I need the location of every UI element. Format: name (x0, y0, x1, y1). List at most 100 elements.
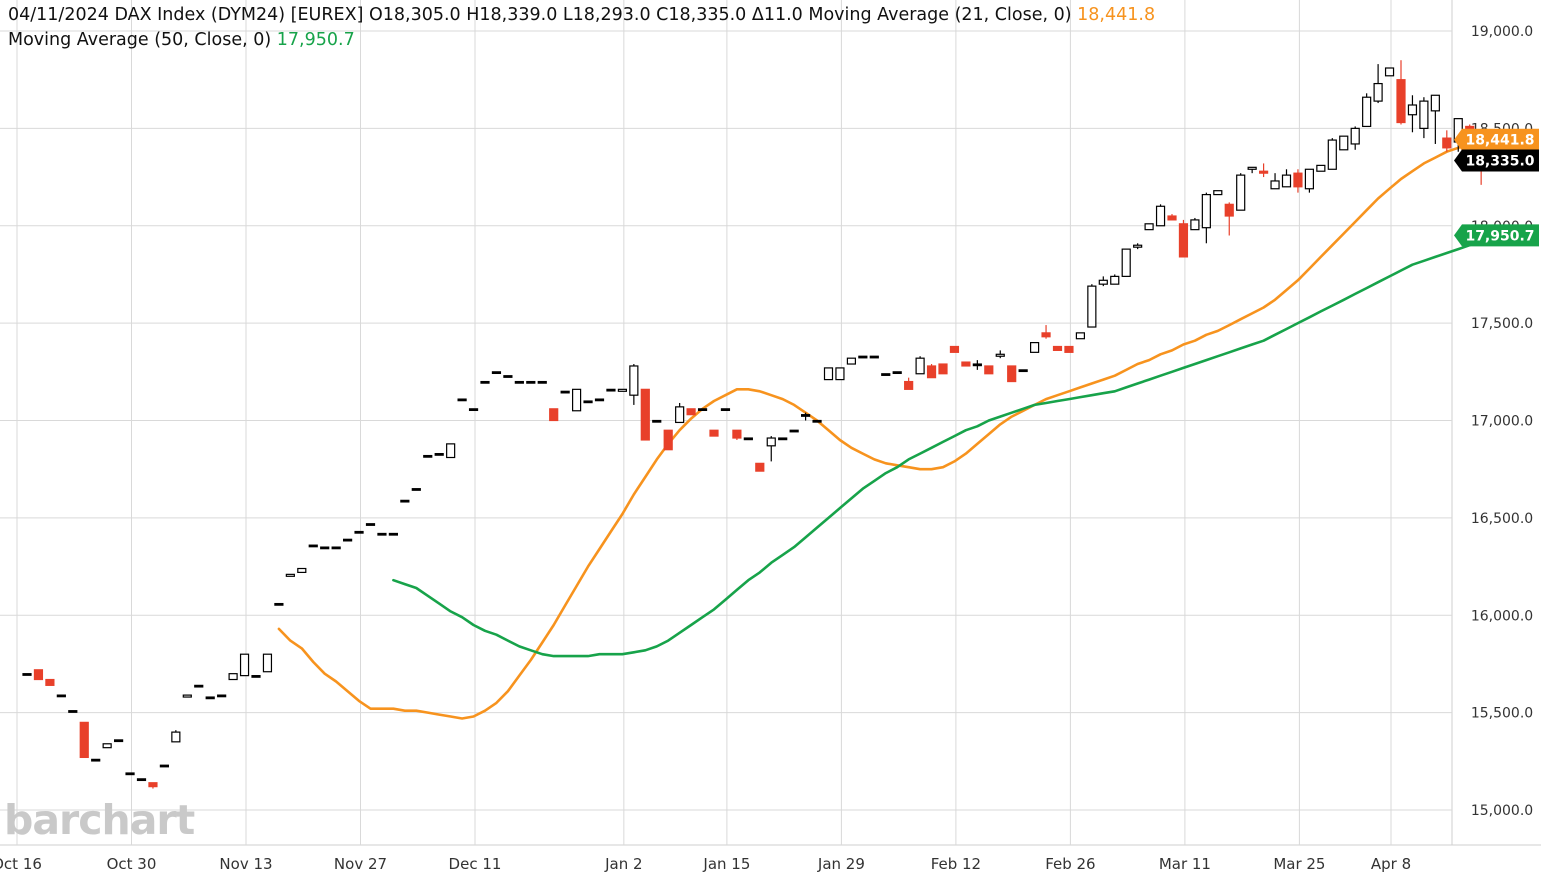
candle (720, 408, 731, 412)
candle (388, 532, 398, 536)
candle (1362, 93, 1372, 128)
candle-body (480, 380, 490, 384)
candle-body (732, 429, 742, 439)
candle (239, 653, 250, 677)
candle-body (984, 365, 994, 375)
candle (571, 388, 582, 412)
candle-body (1350, 127, 1360, 145)
x-tick-label: Apr 8 (1371, 855, 1411, 873)
candle-body (434, 453, 444, 456)
candle (1144, 223, 1154, 231)
x-tick-label: Dec 11 (449, 855, 502, 873)
candle-body (1213, 190, 1223, 196)
candle-body (537, 380, 547, 384)
candle-body (239, 653, 250, 677)
candle-body (1121, 248, 1131, 277)
candle (709, 429, 719, 437)
candle-body (995, 353, 1005, 357)
ma21-label: Moving Average (21, Close, 0) (808, 5, 1072, 25)
candle (159, 764, 169, 768)
candle-body (858, 355, 868, 359)
y-tick-label: 17,500.0 (1471, 316, 1533, 332)
ma50-value: 17,950.7 (276, 30, 355, 50)
candle-body (1293, 172, 1303, 188)
candle (926, 364, 937, 379)
moving-average-lines (277, 138, 1494, 720)
tag-text: 18,441.8 (1465, 133, 1534, 149)
candle-body (262, 653, 273, 673)
candle-body (457, 398, 467, 402)
x-tick-label: Oct 30 (107, 855, 157, 873)
candle-body (881, 373, 891, 376)
candle (423, 454, 433, 458)
candle-body (194, 684, 204, 688)
candle-body (377, 532, 387, 536)
candle (1110, 274, 1120, 285)
x-tick-label: Jan 2 (604, 855, 642, 873)
candle (789, 429, 799, 433)
candle-body (297, 567, 307, 574)
candle-body (1442, 137, 1452, 149)
candle (560, 390, 570, 394)
candle-body (972, 363, 982, 367)
candle (732, 429, 742, 440)
candle (102, 743, 112, 749)
candle (1316, 164, 1326, 172)
candle-body (755, 462, 765, 472)
candle (800, 412, 811, 421)
candle-body (961, 361, 971, 367)
candle-body (1201, 193, 1211, 229)
candle (365, 523, 376, 526)
candle-body (526, 380, 536, 384)
candle (1384, 67, 1395, 77)
candle (491, 371, 502, 375)
candle (1281, 169, 1292, 188)
candle-body (1190, 219, 1200, 231)
candle-body (1270, 180, 1280, 190)
candle-body (148, 782, 158, 788)
candle-body (549, 408, 559, 422)
candle (1064, 345, 1074, 353)
candle (228, 673, 238, 681)
candle (320, 546, 330, 550)
candle (1419, 97, 1429, 139)
candle (194, 684, 204, 688)
candle-body (205, 696, 215, 700)
candle (1213, 190, 1223, 196)
candle (1041, 325, 1051, 339)
header-instrument: DAX Index (DYM24) [EUREX] (114, 5, 364, 25)
candle-body (491, 371, 502, 375)
candle (91, 758, 101, 762)
candle (858, 355, 868, 359)
candle-body (892, 371, 902, 375)
candle (1293, 169, 1303, 193)
x-tick-label: Feb 12 (931, 855, 981, 873)
candle (1167, 214, 1177, 221)
candle-body (1144, 223, 1154, 231)
candle-body (1064, 345, 1074, 353)
candle (778, 437, 788, 441)
candle-body (113, 739, 124, 743)
candle-body (182, 694, 192, 698)
candle (251, 675, 261, 678)
candle (1373, 64, 1383, 104)
candle (1178, 219, 1189, 258)
candle-body (1316, 164, 1326, 172)
ma21-last-value-tag: 18,441.8 (1454, 128, 1539, 151)
candle-body (1178, 223, 1189, 258)
candle (79, 721, 89, 759)
header-ohlc: O18,305.0 H18,339.0 L18,293.0 C18,335.0 … (368, 5, 803, 25)
candle-body (1098, 279, 1108, 285)
candle-body (503, 375, 513, 378)
candle (274, 602, 284, 606)
candle-body (365, 523, 376, 526)
candle (45, 678, 55, 686)
candle (537, 380, 547, 384)
candle-body (228, 673, 238, 681)
candle (835, 367, 845, 381)
candle (1133, 243, 1143, 250)
candle-body (411, 488, 421, 491)
candle (697, 408, 708, 412)
candle (480, 380, 490, 384)
